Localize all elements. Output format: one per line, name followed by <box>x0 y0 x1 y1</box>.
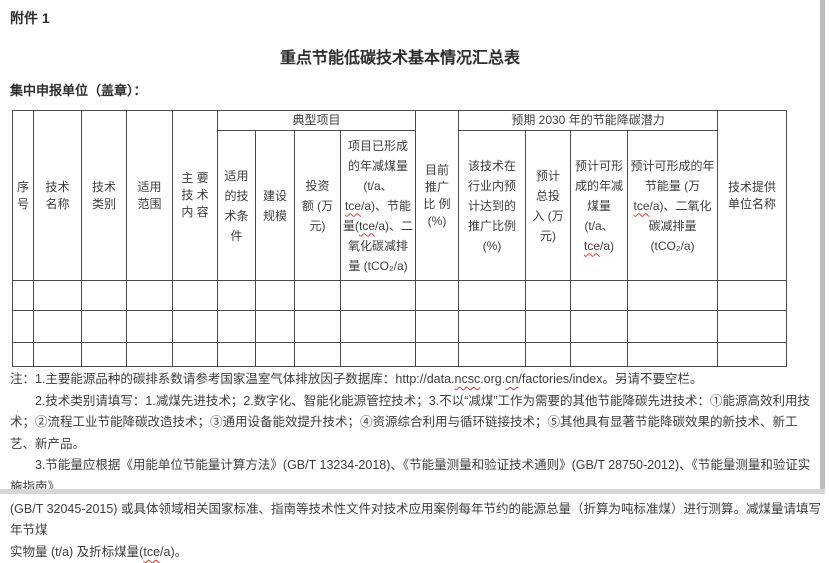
summary-table: 序 号 技术 名称 技术 类别 适用 范围 主 要 技 术 内 容 典型项目 目… <box>12 110 788 367</box>
empty-cell <box>217 310 256 343</box>
empty-cell <box>627 342 719 367</box>
empty-cell <box>33 310 82 343</box>
page-title: 重点节能低碳技术基本情况汇总表 <box>279 50 520 67</box>
empty-cell <box>570 310 629 343</box>
note-1: 注：1.主要能源品种的碳排系数请参考国家温室气体排放因子数据库：http://d… <box>10 372 703 386</box>
empty-cell <box>458 342 527 367</box>
page-edge-bottom <box>0 489 825 494</box>
empty-cell <box>458 310 527 343</box>
empty-cell <box>217 280 256 311</box>
col-header-scope: 适用 范围 <box>126 110 173 281</box>
empty-cell <box>255 280 295 311</box>
col-header-construction-scale: 建设 规模 <box>255 130 295 281</box>
empty-cell <box>717 310 788 343</box>
empty-cell <box>458 280 527 311</box>
notes-section: 注：1.主要能源品种的碳排系数请参考国家温室气体排放因子数据库：http://d… <box>10 369 822 563</box>
empty-cell <box>415 342 460 367</box>
empty-cell <box>81 280 127 311</box>
group-header-typical-project: 典型项目 <box>216 110 417 131</box>
summary-table-container: 序 号 技术 名称 技术 类别 适用 范围 主 要 技 术 内 容 典型项目 目… <box>12 110 788 367</box>
empty-cell <box>717 342 788 367</box>
header-row-subcolumns: 适用 的技 术条 件 建设 规模 投资 额 (万 元) 项目已形成 的年减煤量 … <box>13 130 787 281</box>
empty-cell <box>126 310 173 343</box>
empty-cell <box>294 310 341 343</box>
empty-cell <box>12 280 34 311</box>
empty-cell <box>255 342 295 367</box>
col-header-expected-investment: 预计 总投 入 (万 元) <box>525 130 572 281</box>
empty-cell <box>294 280 341 311</box>
empty-cell <box>627 280 719 311</box>
col-header-main-content: 主 要 技 术 内 容 <box>172 110 218 281</box>
col-header-formed-reduction: 项目已形成 的年减煤量 (t/a、 tce/a)、节能 量(tce/a)、二 氧… <box>339 130 417 281</box>
empty-cell <box>525 342 572 367</box>
empty-cell <box>172 280 218 311</box>
note-3: 3.节能量应根据《用能单位节能量计算方法》(GB/T 13234-2018)、《… <box>10 458 821 559</box>
empty-cell <box>12 342 34 367</box>
empty-cell <box>126 280 173 311</box>
empty-cell <box>255 310 295 343</box>
col-header-tech-category: 技术 类别 <box>81 110 127 281</box>
col-header-seq: 序 号 <box>12 110 34 281</box>
col-header-expected-energy-saving: 预计可形成的年 节能量 (万 tce/a)、二氧化 碳减排量 (tCO₂/a) <box>627 130 719 281</box>
declaring-unit-label: 集中申报单位（盖章）： <box>10 83 147 98</box>
empty-cell <box>717 280 788 311</box>
empty-cell <box>172 310 218 343</box>
empty-cell <box>339 280 417 311</box>
empty-cell <box>339 310 417 343</box>
empty-cell <box>33 342 82 367</box>
empty-cell <box>570 342 629 367</box>
empty-cell <box>81 310 127 343</box>
page-edge-right <box>820 0 825 492</box>
note-2: 2.技术类别请填写：1.减煤先进技术；2.数字化、智能化能源管控技术；3.不以“… <box>10 393 811 451</box>
col-header-tech-name: 技术 名称 <box>33 110 82 281</box>
empty-cell <box>570 280 629 311</box>
col-header-investment: 投资 额 (万 元) <box>294 130 341 281</box>
table-row <box>12 280 788 311</box>
col-header-expected-promotion: 该技术在 行业内预 计达到的 推广比例 (%) <box>458 130 527 281</box>
empty-cell <box>294 342 341 367</box>
empty-cell <box>339 342 417 367</box>
col-header-expected-coal-reduction: 预计可形 成的年减 煤量 (t/a、 tce/a) <box>570 130 629 281</box>
col-header-provider: 技术提供 单位名称 <box>717 110 788 281</box>
table-row <box>12 342 788 367</box>
empty-cell <box>415 280 460 311</box>
empty-cell <box>126 342 173 367</box>
attachment-label: 附件 1 <box>10 10 50 26</box>
col-header-applicable-conditions: 适用 的技 术条 件 <box>217 130 256 281</box>
empty-cell <box>525 310 572 343</box>
empty-cell <box>415 310 460 343</box>
empty-cell <box>627 310 719 343</box>
header-row-groups: 序 号 技术 名称 技术 类别 适用 范围 主 要 技 术 内 容 典型项目 目… <box>12 110 788 281</box>
empty-cell <box>525 280 572 311</box>
col-header-current-promotion: 目前 推广 比 例 (%) <box>415 110 460 281</box>
table-row <box>12 310 788 343</box>
empty-cell <box>33 280 82 311</box>
empty-cell <box>81 342 127 367</box>
group-header-2030-potential: 预期 2030 年的节能降碳潜力 <box>458 110 719 131</box>
empty-cell <box>12 310 34 343</box>
empty-cell <box>217 342 256 367</box>
empty-cell <box>172 342 218 367</box>
